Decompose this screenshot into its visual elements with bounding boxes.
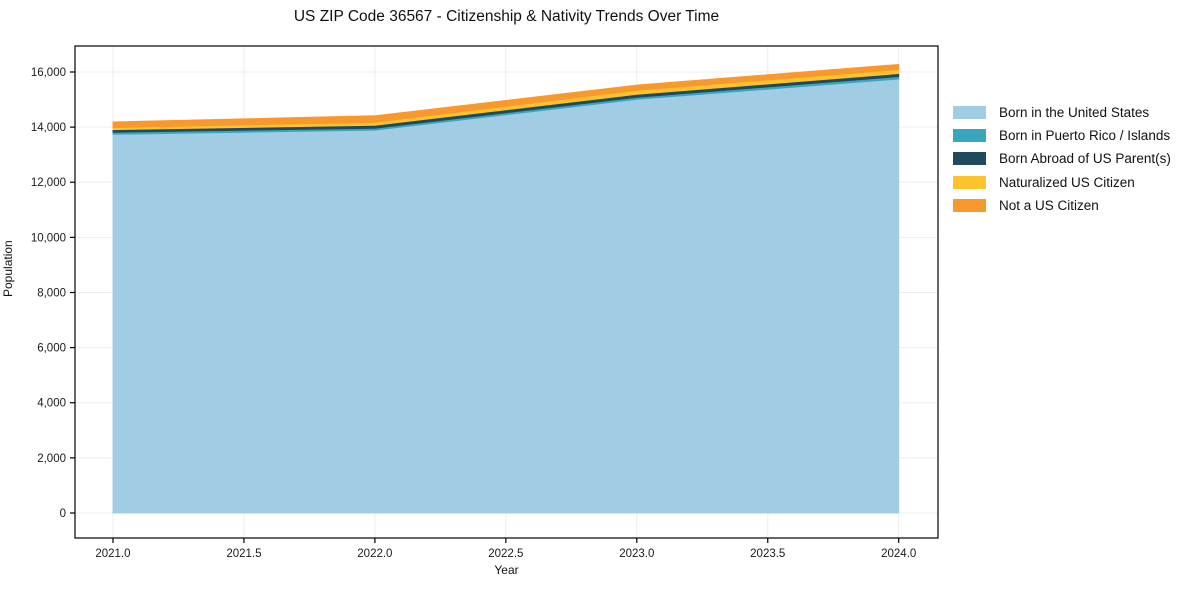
legend-item-label: Naturalized US Citizen [999, 174, 1135, 190]
svg-text:10,000: 10,000 [31, 232, 66, 244]
legend-swatch [953, 129, 986, 143]
svg-text:2023.0: 2023.0 [619, 548, 654, 560]
svg-text:6,000: 6,000 [37, 343, 66, 355]
legend-item-label: Born Abroad of US Parent(s) [999, 151, 1171, 167]
x-axis-label: Year [494, 563, 519, 577]
chart-title: US ZIP Code 36567 - Citizenship & Nativi… [293, 8, 720, 25]
svg-text:2024.0: 2024.0 [881, 548, 916, 560]
legend-item: Not a US Citizen [953, 194, 1171, 217]
svg-text:14,000: 14,000 [31, 122, 66, 134]
legend-swatch [953, 175, 986, 189]
svg-text:2,000: 2,000 [37, 453, 66, 465]
svg-text:2022.5: 2022.5 [488, 548, 523, 560]
legend-item: Naturalized US Citizen [953, 171, 1171, 194]
svg-text:2021.5: 2021.5 [226, 548, 261, 560]
legend-item: Born in Puerto Rico / Islands [953, 124, 1171, 147]
legend-swatch [953, 106, 986, 120]
svg-text:12,000: 12,000 [31, 177, 66, 189]
svg-text:16,000: 16,000 [31, 67, 66, 79]
legend-item-label: Born in Puerto Rico / Islands [999, 128, 1171, 144]
legend-swatch [953, 198, 986, 212]
svg-text:8,000: 8,000 [37, 287, 66, 299]
legend-item: Born in the United States [953, 101, 1171, 124]
legend: Born in the United States Born in Puerto… [953, 101, 1171, 217]
legend-item-label: Not a US Citizen [999, 197, 1099, 213]
svg-text:2023.5: 2023.5 [750, 548, 785, 560]
legend-item: Born Abroad of US Parent(s) [953, 147, 1171, 170]
legend-item-label: Born in the United States [999, 105, 1150, 121]
svg-text:0: 0 [60, 508, 66, 520]
legend-swatch [953, 152, 986, 166]
svg-text:4,000: 4,000 [37, 398, 66, 410]
svg-text:2021.0: 2021.0 [95, 548, 130, 560]
svg-text:2022.0: 2022.0 [357, 548, 392, 560]
y-axis-label: Population [1, 240, 15, 297]
